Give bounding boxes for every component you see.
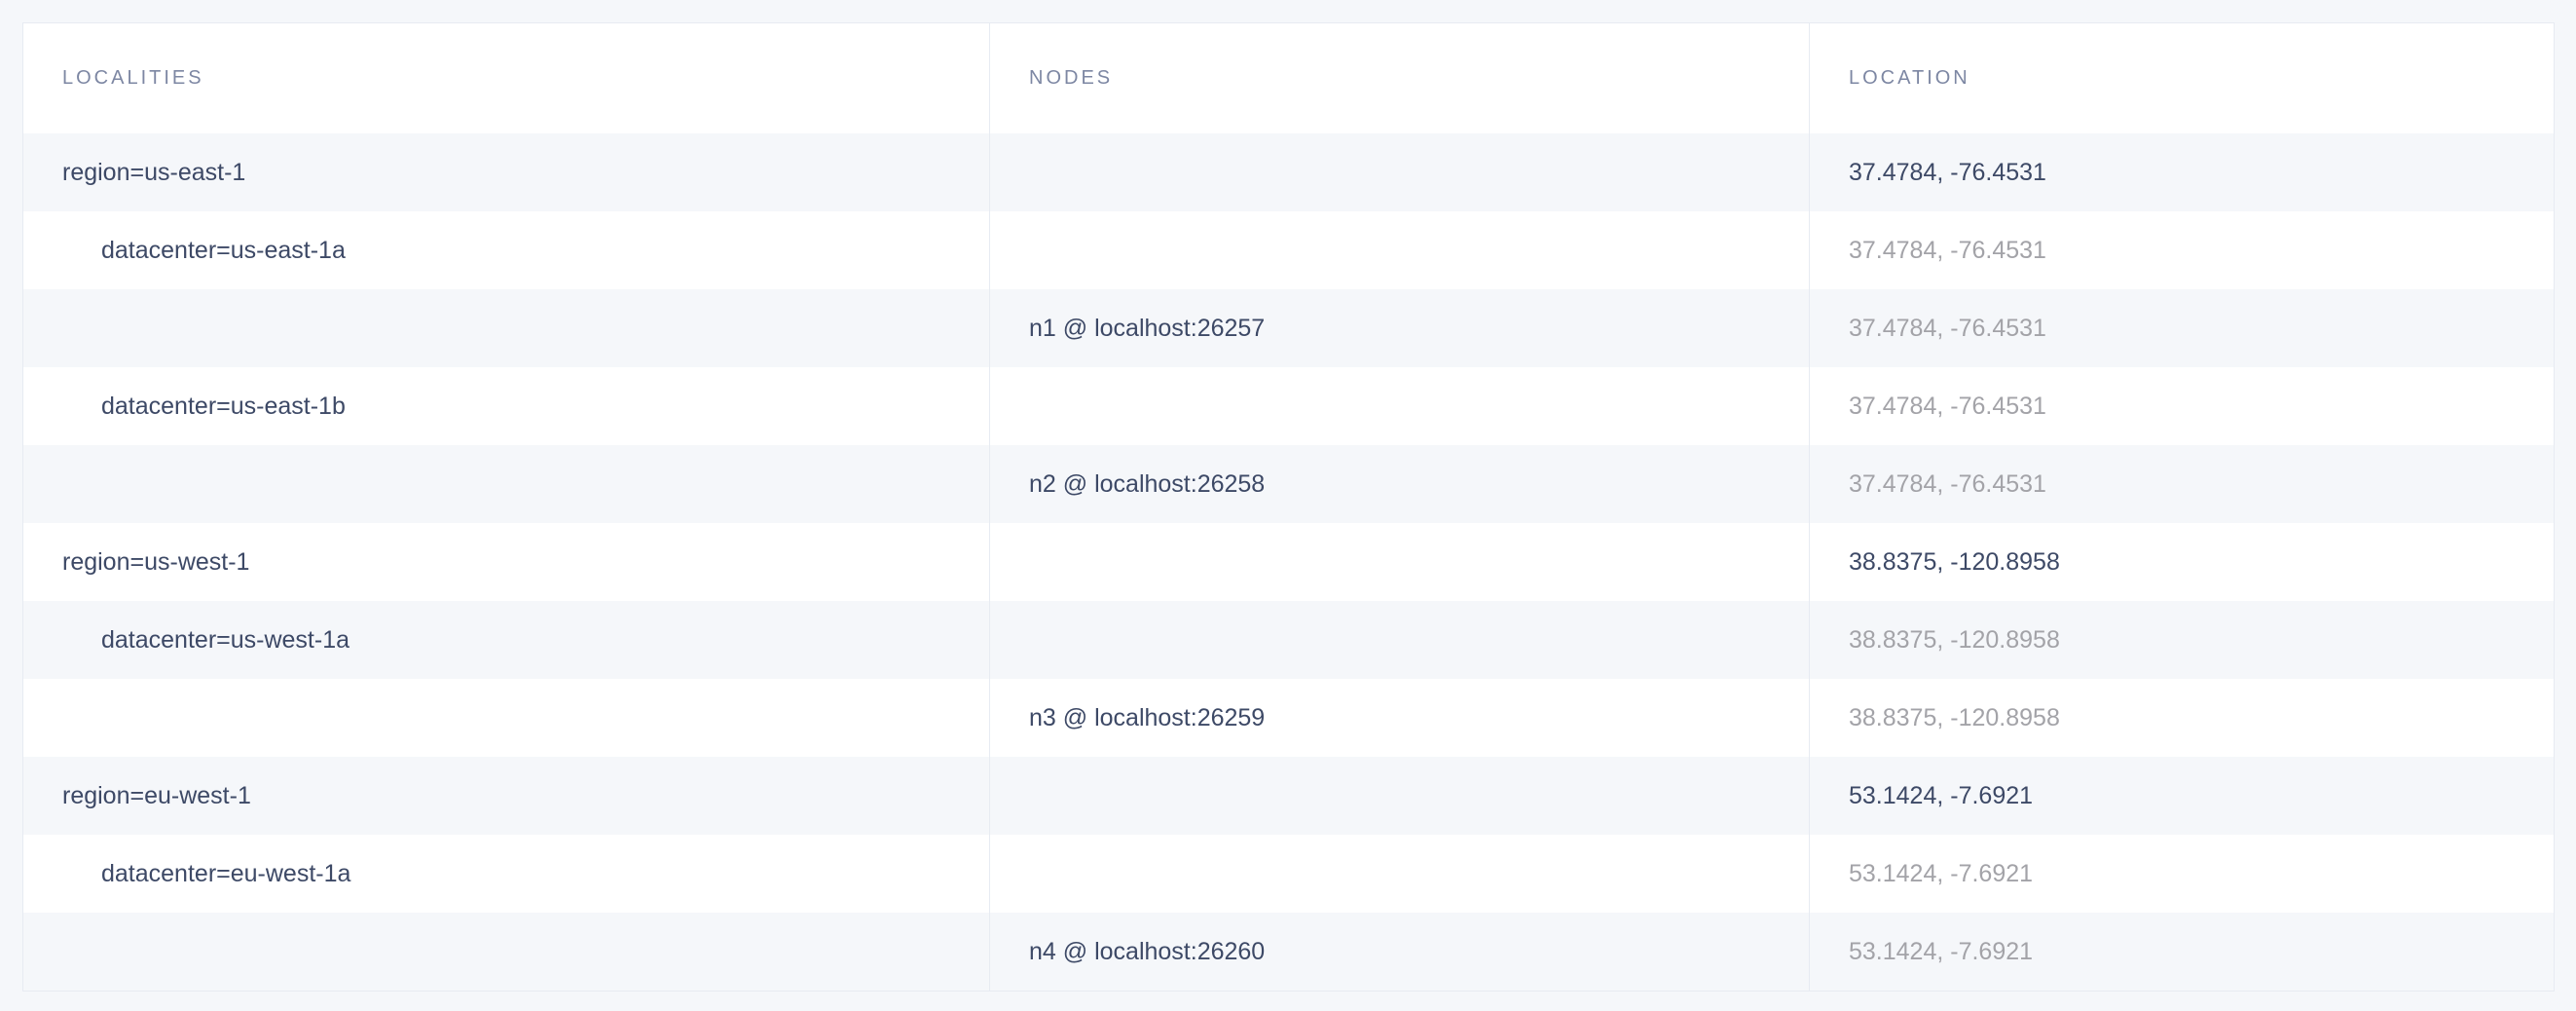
node-cell [990,835,1810,913]
localities-table: LOCALITIES NODES LOCATION region=us-east… [22,22,2555,992]
locality-cell [23,289,990,367]
node-cell [990,133,1810,211]
locality-cell [23,913,990,991]
location-cell: 38.8375, -120.8958 [1849,703,2060,731]
table-row: n3 @ localhost:26259 38.8375, -120.8958 [23,679,2554,757]
location-cell: 53.1424, -7.6921 [1849,859,2034,887]
node-cell: n1 @ localhost:26257 [990,289,1810,367]
node-cell [990,523,1810,601]
node-cell [990,757,1810,835]
table-header: LOCALITIES NODES LOCATION [23,23,2554,133]
header-location: LOCATION [1849,67,1970,89]
table-row: datacenter=us-east-1a 37.4784, -76.4531 [23,211,2554,289]
table-row: datacenter=us-east-1b 37.4784, -76.4531 [23,367,2554,445]
location-cell: 38.8375, -120.8958 [1849,625,2060,654]
locality-cell: region=us-east-1 [23,133,990,211]
location-cell: 37.4784, -76.4531 [1849,469,2046,498]
locality-cell: datacenter=us-west-1a [23,601,990,679]
location-cell: 37.4784, -76.4531 [1849,236,2046,264]
location-cell: 38.8375, -120.8958 [1849,547,2060,576]
location-cell: 53.1424, -7.6921 [1849,937,2034,965]
table-row: region=eu-west-1 53.1424, -7.6921 [23,757,2554,835]
table-row: datacenter=us-west-1a 38.8375, -120.8958 [23,601,2554,679]
table-row: region=us-east-1 37.4784, -76.4531 [23,133,2554,211]
locality-cell [23,679,990,757]
locality-cell: datacenter=eu-west-1a [23,835,990,913]
node-cell: n3 @ localhost:26259 [990,679,1810,757]
locality-cell: region=us-west-1 [23,523,990,601]
location-cell: 53.1424, -7.6921 [1849,781,2034,809]
node-cell [990,367,1810,445]
table-row: region=us-west-1 38.8375, -120.8958 [23,523,2554,601]
table-row: n4 @ localhost:26260 53.1424, -7.6921 [23,913,2554,991]
location-cell: 37.4784, -76.4531 [1849,392,2046,420]
node-cell: n4 @ localhost:26260 [990,913,1810,991]
table-body: region=us-east-1 37.4784, -76.4531 datacen… [23,133,2554,991]
locality-cell: region=eu-west-1 [23,757,990,835]
location-cell: 37.4784, -76.4531 [1849,314,2046,342]
node-cell [990,601,1810,679]
table-row: n2 @ localhost:26258 37.4784, -76.4531 [23,445,2554,523]
node-cell: n2 @ localhost:26258 [990,445,1810,523]
locality-cell: datacenter=us-east-1a [23,211,990,289]
table-row: datacenter=eu-west-1a 53.1424, -7.6921 [23,835,2554,913]
header-localities: LOCALITIES [23,23,990,133]
locality-cell [23,445,990,523]
locality-cell: datacenter=us-east-1b [23,367,990,445]
location-cell: 37.4784, -76.4531 [1849,158,2046,186]
node-cell [990,211,1810,289]
table-row: n1 @ localhost:26257 37.4784, -76.4531 [23,289,2554,367]
header-nodes: NODES [990,23,1810,133]
